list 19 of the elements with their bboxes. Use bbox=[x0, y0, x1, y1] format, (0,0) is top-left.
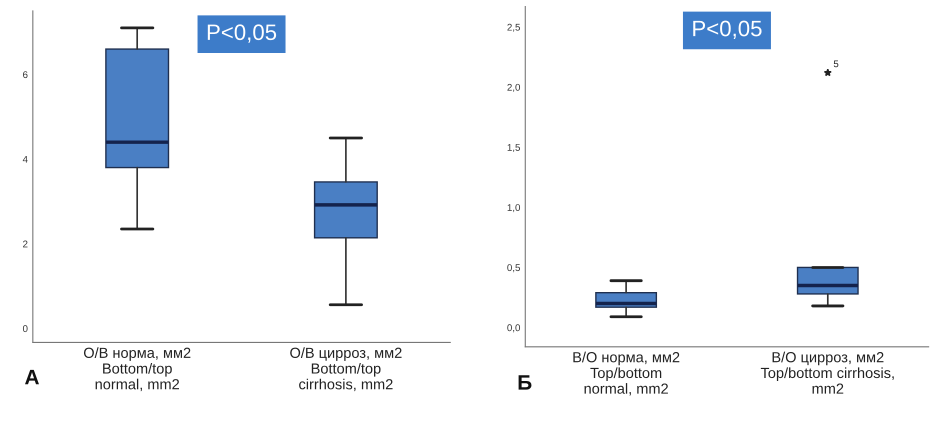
annotation: P<0,05 bbox=[693, 20, 762, 39]
y-tick-label: 6 bbox=[23, 71, 28, 78]
y-tick-label: 2,0 bbox=[507, 84, 520, 92]
y-tick-label: 1,0 bbox=[508, 204, 520, 212]
y-tick-label: 2,5 bbox=[507, 24, 520, 32]
x-tick-label: О/В цирроз, мм2 Bottom/top cirrhosis, mm2 bbox=[290, 347, 402, 392]
x-tick-label: В/О цирроз, мм2 Top/bottom cirrhosis, mm2 bbox=[760, 352, 894, 394]
y-tick-label: 0 bbox=[22, 325, 28, 332]
annotation: P<0,05 bbox=[208, 24, 276, 43]
x-tick-label: О/В норма, мм2 Bottom/top normal, mm2 bbox=[84, 347, 190, 392]
y-tick-label: 2 bbox=[23, 240, 28, 248]
y-tick-label: 4 bbox=[22, 156, 28, 163]
annotation: 5 bbox=[834, 60, 838, 68]
y-tick-label: 0,0 bbox=[507, 324, 520, 332]
y-tick-label: 1,5 bbox=[508, 144, 520, 152]
text: Б bbox=[518, 375, 532, 390]
x-tick-label: В/О норма, мм2 Top/bottom normal, mm2 bbox=[573, 352, 680, 396]
y-tick-label: 0,5 bbox=[507, 264, 520, 272]
text: А bbox=[25, 370, 39, 384]
